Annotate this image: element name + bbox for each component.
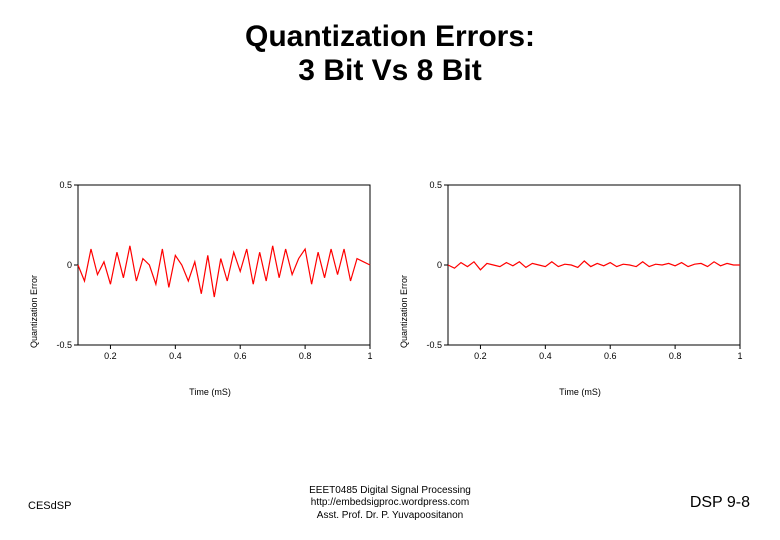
footer-center-line3: Asst. Prof. Dr. P. Yuvapoositanon: [309, 510, 471, 523]
svg-text:0: 0: [437, 260, 442, 270]
chart-right-svg: 0.2 0.4 0.6 0.8 1 -0.5 0 0.5: [410, 175, 750, 375]
svg-text:0.2: 0.2: [104, 351, 117, 361]
slide-title: Quantization Errors: 3 Bit Vs 8 Bit: [0, 20, 780, 88]
svg-text:0.5: 0.5: [59, 180, 72, 190]
footer-left: CESdSP: [28, 500, 71, 512]
svg-text:0.8: 0.8: [299, 351, 312, 361]
svg-text:0.5: 0.5: [429, 180, 442, 190]
svg-text:-0.5: -0.5: [426, 340, 442, 350]
chart-right-ylabel: Quantization Error: [399, 275, 409, 348]
footer: CESdSP EEET0485 Digital Signal Processin…: [0, 472, 780, 522]
chart-left: 0.20.40.60.81-0.500.5 Quantization Error…: [40, 175, 380, 375]
svg-text:0.8: 0.8: [669, 351, 682, 361]
chart-left-xlabel: Time (mS): [189, 387, 231, 397]
footer-center-line2: http://embedsigproc.wordpress.com: [309, 497, 471, 510]
svg-text:0: 0: [67, 260, 72, 270]
title-line-1: Quantization Errors:: [0, 20, 780, 54]
title-line-2: 3 Bit Vs 8 Bit: [0, 54, 780, 88]
svg-text:0.2: 0.2: [474, 351, 487, 361]
charts-row: 0.2 0.4 0.6 0.8 1 -0.5 0 0.5 Quantization Error…: [40, 175, 750, 375]
footer-center-line1: EEET0485 Digital Signal Processing: [309, 485, 471, 498]
chart-right: 0.20.40.60.81-0.500.5 Quantization Error…: [410, 175, 750, 375]
chart-right-xlabel: Time (mS): [559, 387, 601, 397]
footer-right: DSP 9-8: [690, 494, 750, 512]
chart-left-ylabel: Quantization Error: [29, 275, 39, 348]
svg-text:0.4: 0.4: [539, 351, 552, 361]
svg-text:0.4: 0.4: [169, 351, 182, 361]
svg-text:-0.5: -0.5: [56, 340, 72, 350]
svg-text:0.6: 0.6: [604, 351, 617, 361]
svg-text:1: 1: [737, 351, 742, 361]
svg-text:1: 1: [367, 351, 372, 361]
footer-center: EEET0485 Digital Signal Processing http:…: [309, 485, 471, 523]
chart-left-svg: 0.2 0.4 0.6 0.8 1 -0.5 0 0.5: [40, 175, 380, 375]
svg-text:0.6: 0.6: [234, 351, 247, 361]
